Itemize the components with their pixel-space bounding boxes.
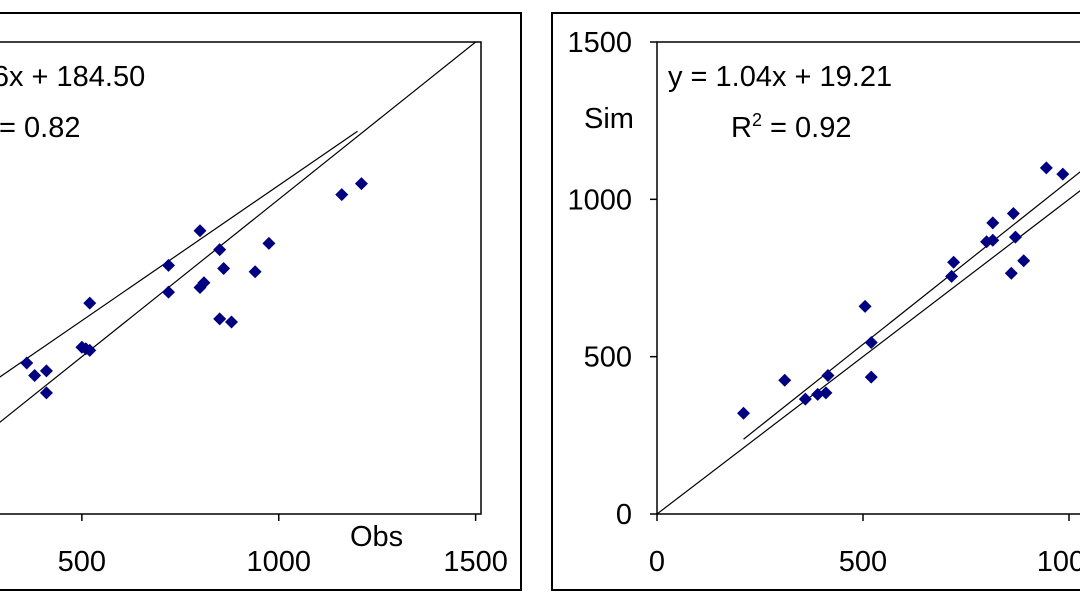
- right-y-axis-label: Sim: [584, 103, 634, 135]
- left-trend-line: [0, 130, 358, 378]
- left-plot-area: [0, 41, 482, 515]
- right-data-point: [821, 369, 835, 383]
- right-data-point: [986, 216, 1000, 230]
- right-data-point: [1056, 167, 1070, 181]
- left-data-point: [354, 177, 368, 191]
- right-y-tick-label: 0: [616, 499, 632, 531]
- right-data-point: [986, 233, 1000, 247]
- left-data-point: [262, 236, 276, 250]
- left-data-point: [248, 265, 262, 279]
- left-data-point: [225, 315, 238, 329]
- left-chart-frame: [0, 12, 522, 591]
- right-data-point: [945, 269, 959, 283]
- right-data-point: [1008, 230, 1022, 244]
- left-data-point: [83, 296, 97, 310]
- left-data-point: [197, 276, 211, 290]
- right-data-point: [864, 370, 878, 384]
- right-x-tick-label: 1000: [1037, 546, 1080, 578]
- left-x-tick-label: 500: [58, 546, 106, 578]
- right-y-tick-label: 500: [584, 342, 632, 374]
- right-data-point: [778, 373, 792, 387]
- left-data-point: [39, 386, 53, 400]
- right-chart-frame: [551, 12, 1080, 591]
- left-data-point: [193, 224, 207, 238]
- left-x-axis-label: Obs: [350, 521, 403, 553]
- right-data-point: [1017, 254, 1031, 268]
- left-data-point: [213, 243, 227, 257]
- right-data-point: [819, 386, 833, 400]
- left-x-tick-label: 1500: [443, 546, 508, 578]
- left-r2: R2 = 0.82: [0, 110, 80, 144]
- right-data-point: [947, 255, 961, 269]
- right-data-point: [811, 387, 825, 401]
- right-data-point: [798, 392, 812, 406]
- left-data-point: [162, 285, 175, 299]
- right-y-tick-label: 1500: [567, 27, 632, 59]
- right-data-point: [858, 299, 872, 313]
- right-x-tick-label: 0: [649, 546, 665, 578]
- right-data-point: [864, 336, 878, 350]
- right-y-tick-label: 1000: [567, 184, 632, 216]
- right-data-point: [737, 406, 751, 420]
- left-data-point: [335, 188, 349, 202]
- right-r2: R2 = 0.92: [731, 110, 851, 144]
- left-one-to-one-line: [0, 42, 476, 423]
- left-data-point: [28, 369, 42, 383]
- right-equation: y = 1.04x + 19.21: [668, 61, 892, 93]
- left-data-point: [39, 364, 53, 378]
- left-data-point: [162, 258, 175, 272]
- right-plot-area: [656, 41, 1080, 515]
- right-data-point: [1039, 161, 1053, 175]
- left-x-tick-label: 1000: [246, 546, 311, 578]
- right-data-point: [1006, 206, 1020, 220]
- left-data-point: [83, 343, 97, 357]
- left-data-point: [20, 356, 34, 370]
- left-equation: y = 0.86x + 184.50: [0, 61, 145, 93]
- left-data-point: [217, 262, 231, 276]
- right-data-point: [1004, 266, 1018, 280]
- left-data-point: [213, 312, 227, 326]
- right-one-to-one-line: [657, 190, 1080, 514]
- right-x-tick-label: 500: [839, 546, 887, 578]
